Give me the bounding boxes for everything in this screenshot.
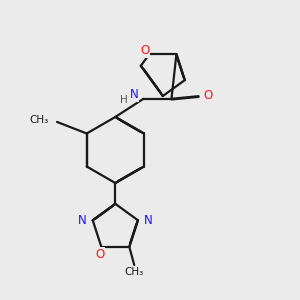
Text: N: N xyxy=(144,214,153,227)
Text: N: N xyxy=(130,88,139,101)
Text: O: O xyxy=(203,89,212,102)
Text: CH₃: CH₃ xyxy=(29,115,49,125)
Text: CH₃: CH₃ xyxy=(124,267,144,277)
Text: O: O xyxy=(95,248,104,261)
Text: N: N xyxy=(78,214,86,227)
Text: H: H xyxy=(120,95,128,106)
Text: O: O xyxy=(141,44,150,57)
